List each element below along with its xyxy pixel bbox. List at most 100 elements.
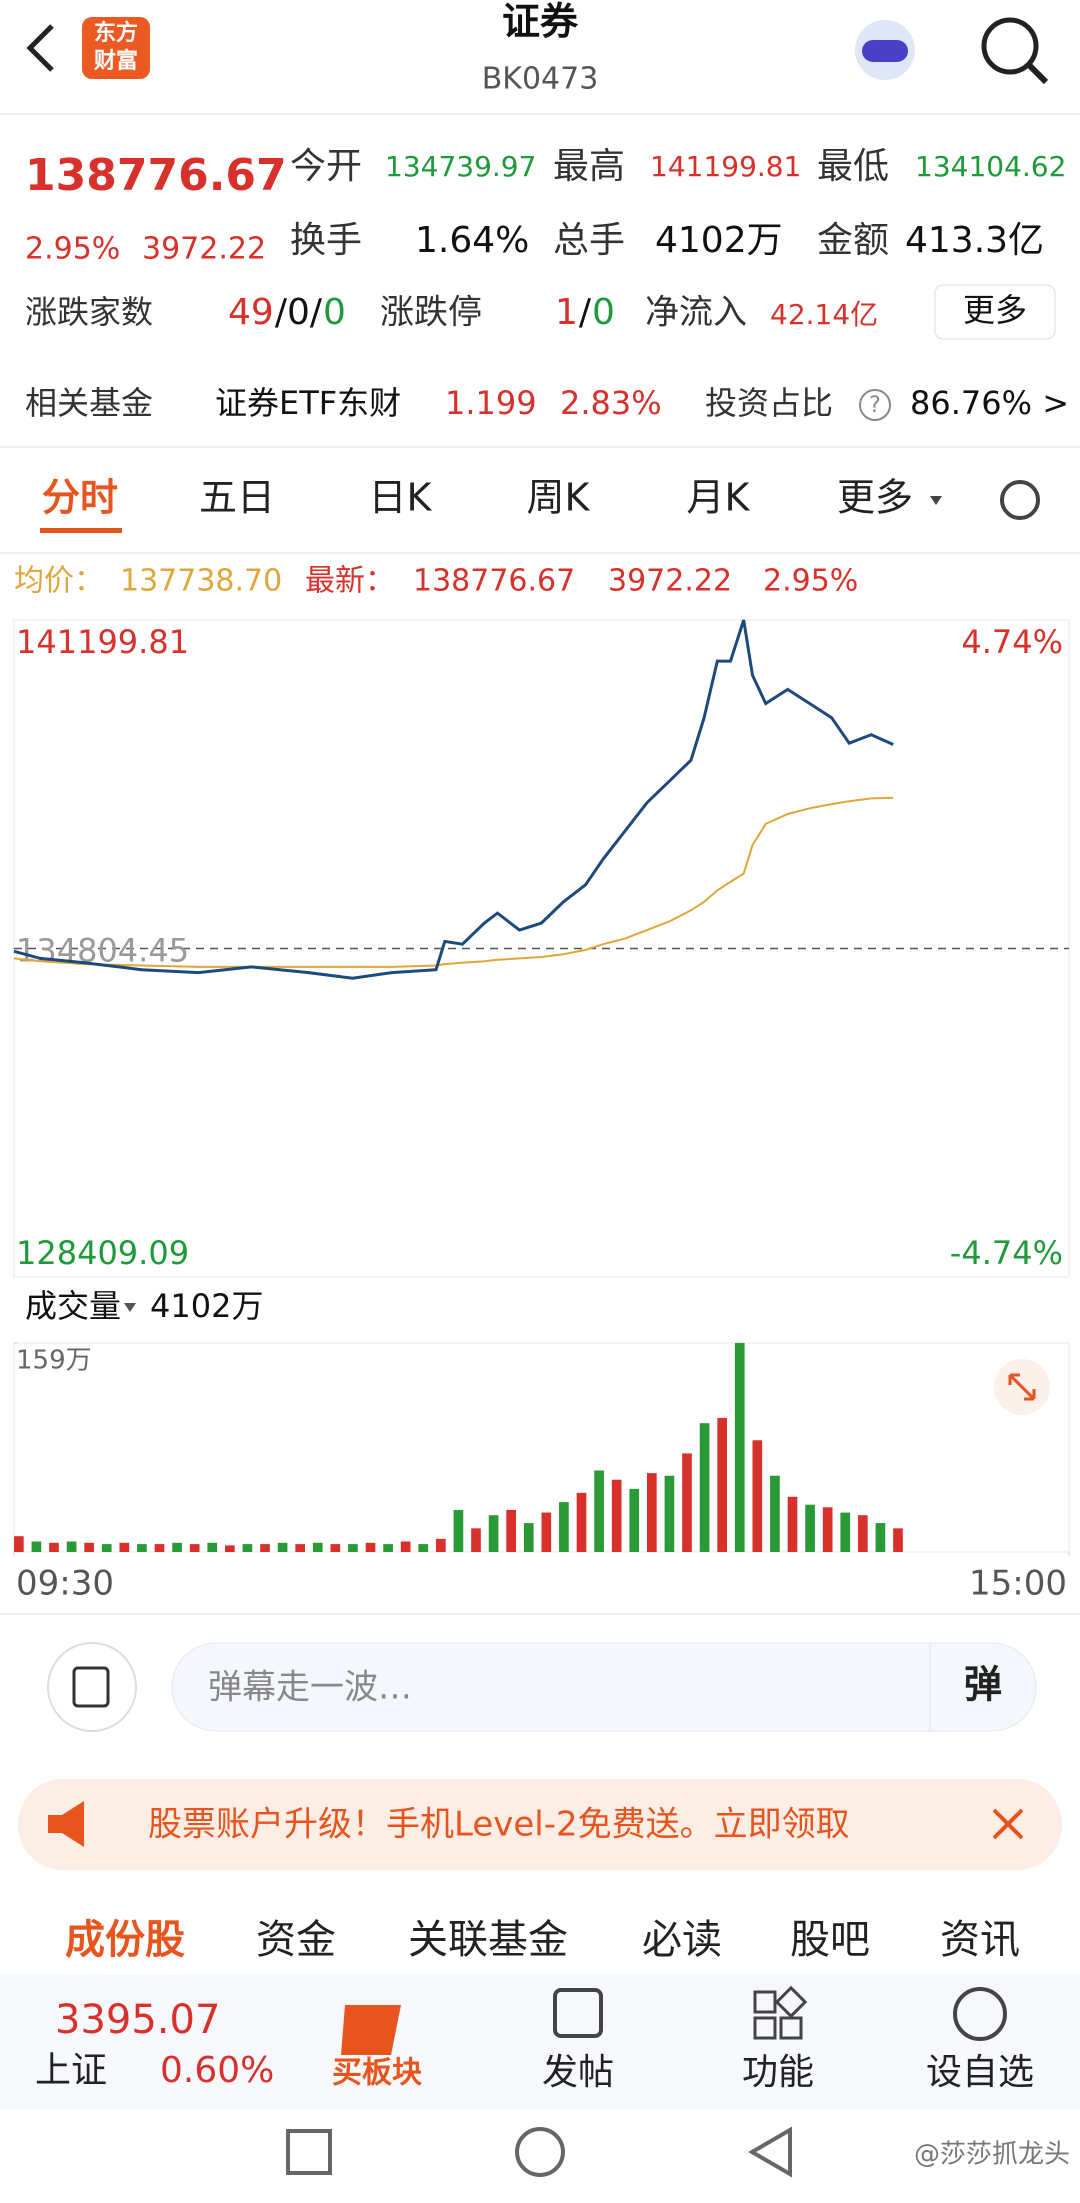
avatar-visor	[862, 40, 908, 62]
section-tab[interactable]: 成份股	[65, 1917, 185, 1963]
search-icon[interactable]	[981, 17, 1039, 75]
volume-bar	[664, 1475, 675, 1552]
breadth-count: 0	[323, 292, 346, 333]
volume-bar	[875, 1523, 886, 1552]
tab[interactable]: 日K	[369, 476, 433, 520]
tab[interactable]: 周K	[527, 476, 591, 520]
stat-label: 最低	[817, 146, 889, 187]
megaphone-icon	[48, 1801, 84, 1847]
volume-bar	[893, 1528, 903, 1552]
ratio[interactable]: 86.76% >	[910, 384, 1069, 422]
y-tick-label: 159万	[16, 1346, 92, 1376]
tab[interactable]: 更多	[837, 476, 913, 520]
volume-bar	[330, 1544, 341, 1552]
section-tab[interactable]: 资讯	[940, 1917, 1020, 1963]
nav-home[interactable]	[515, 2127, 565, 2177]
index-value: 3395.07	[55, 1997, 220, 2043]
volume-bar	[523, 1523, 534, 1552]
action[interactable]: 设自选	[926, 2052, 1034, 2093]
watermark: @莎莎抓龙头	[914, 2140, 1070, 2170]
volume-bar	[418, 1544, 429, 1552]
volume-bar	[611, 1479, 622, 1552]
tab[interactable]: 月K	[687, 476, 751, 520]
change: 3972.22	[142, 232, 266, 267]
tab-indicator	[40, 528, 122, 533]
volume-bar	[858, 1515, 868, 1552]
section-tab[interactable]: 关联基金	[408, 1917, 568, 1963]
comment-placeholder[interactable]: 弹幕走一波…	[208, 1668, 412, 1708]
volume-bar	[66, 1541, 77, 1552]
settings-icon[interactable]	[1000, 480, 1040, 520]
volume-bar	[260, 1544, 270, 1552]
banner-text[interactable]: 股票账户升级！手机Level-2免费送。立即领取	[148, 1805, 850, 1845]
inflow: 42.14亿	[770, 298, 878, 331]
comment-input[interactable]	[171, 1642, 1037, 1732]
comment-list-button[interactable]	[47, 1642, 137, 1732]
action[interactable]: 发帖	[542, 2052, 614, 2093]
volume-bar	[172, 1542, 182, 1552]
breadth-label: 涨跌家数	[25, 293, 153, 331]
volume-bar	[594, 1470, 604, 1552]
y2-tick-label: 4.74%	[961, 623, 1063, 661]
volume-bar	[471, 1528, 481, 1552]
more-button-text[interactable]: 更多	[963, 291, 1027, 329]
fund-change: 2.83%	[560, 384, 662, 422]
banner-close[interactable]	[992, 1808, 1024, 1840]
fund-price: 1.199	[445, 384, 537, 422]
limit-count: 0	[592, 292, 615, 333]
promo-banner[interactable]	[18, 1779, 1062, 1870]
volume-label: 成交量	[25, 1287, 121, 1325]
logo	[82, 17, 150, 79]
nav-back[interactable]	[748, 2126, 792, 2178]
stat-value: 134104.62	[915, 150, 1066, 183]
volume-bar	[207, 1542, 218, 1552]
help-icon[interactable]	[859, 389, 891, 421]
tab[interactable]: 五日	[199, 476, 275, 520]
title: 证券	[502, 0, 579, 44]
volume-bar	[436, 1538, 446, 1552]
watchlist-icon	[953, 1987, 1007, 2041]
section-tab[interactable]: 股吧	[790, 1917, 870, 1963]
back-button[interactable]	[26, 24, 54, 72]
volume-bar	[383, 1544, 393, 1552]
stat-value: 1.64%	[415, 220, 529, 261]
stat-label: 总手	[553, 220, 625, 261]
volume-bar	[787, 1496, 798, 1552]
breadth-count: /0/	[275, 292, 323, 333]
y-tick-label: 134804.45	[16, 932, 189, 970]
expand-icon	[1008, 1373, 1036, 1401]
nav-recents[interactable]	[286, 2129, 332, 2175]
post-icon	[553, 1988, 603, 2038]
action[interactable]: 买板块	[332, 2056, 422, 2091]
stat-value: 4102万	[655, 220, 783, 261]
volume-bar	[559, 1502, 569, 1552]
more-button[interactable]	[934, 284, 1056, 340]
volume-bar	[770, 1475, 780, 1552]
breadth-count: 49	[228, 292, 274, 333]
limit-count: 1	[555, 292, 578, 333]
volume-bar	[295, 1544, 306, 1552]
bottom-bar	[0, 1975, 1080, 2110]
buy-sector-icon	[341, 2005, 401, 2055]
volume-bar	[84, 1542, 95, 1552]
volume-bar	[400, 1541, 411, 1552]
price-line	[13, 796, 894, 968]
last-label: 最新：	[305, 564, 395, 599]
change-pct: 2.95%	[25, 232, 120, 267]
stat-value: 134739.97	[385, 150, 536, 183]
section-tab[interactable]: 必读	[642, 1917, 722, 1963]
limit-count: /	[579, 292, 592, 333]
danmaku-button[interactable]: 弹	[964, 1663, 1002, 1707]
volume-bar	[49, 1542, 59, 1552]
action[interactable]: 功能	[742, 2052, 814, 2093]
volume-bar	[717, 1417, 728, 1552]
last-value: 138776.67	[413, 564, 575, 599]
volume-bar	[752, 1440, 763, 1552]
price: 138776.67	[25, 150, 287, 201]
code: BK0473	[482, 62, 599, 97]
tab[interactable]: 分时	[42, 476, 118, 520]
stat-label: 最高	[553, 146, 625, 187]
section-tab[interactable]: 资金	[256, 1917, 336, 1963]
volume-bar	[31, 1541, 42, 1552]
